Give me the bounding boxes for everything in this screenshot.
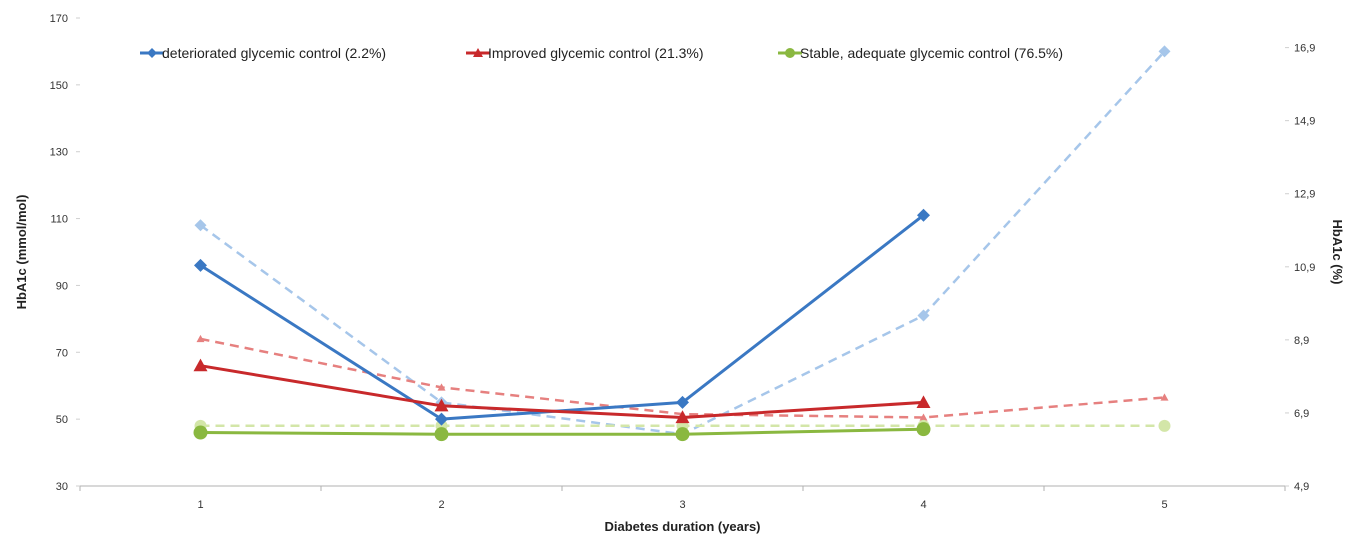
legend-item-2: Stable, adequate glycemic control (76.5%… (778, 45, 1063, 61)
legend-item-1: Improved glycemic control (21.3%) (466, 45, 704, 61)
solid-series-2 (193, 422, 931, 442)
data-point (193, 358, 208, 372)
legend: deteriorated glycemic control (2.2%) Impr… (140, 45, 1063, 61)
y2-tick-label: 16,9 (1294, 43, 1315, 55)
y-tick-label: 110 (50, 214, 68, 226)
x-tick-label: 1 (197, 499, 203, 511)
data-point (434, 398, 449, 412)
data-point (675, 427, 690, 442)
y-tick-label: 50 (56, 414, 68, 426)
solid-series-layer (193, 208, 931, 442)
legend-swatch-marker (473, 48, 483, 57)
data-point (675, 410, 690, 424)
y-tick-label: 70 (56, 347, 68, 359)
data-point (196, 334, 205, 343)
x-tick-label: 5 (1161, 499, 1167, 511)
legend-label: Stable, adequate glycemic control (76.5%… (800, 45, 1063, 61)
y-tick-label: 90 (56, 280, 68, 292)
data-point (917, 309, 930, 322)
solid-series-1 (193, 358, 931, 424)
x-axis-title: Diabetes duration (years) (604, 519, 760, 534)
legend-swatch-marker (147, 48, 157, 58)
dashed-series-3 (194, 45, 1171, 441)
data-point (1160, 393, 1169, 401)
y2-tick-label: 14,9 (1294, 116, 1315, 128)
legend-item-0: deteriorated glycemic control (2.2%) (140, 45, 386, 61)
series-line (199, 50, 1166, 436)
y-axis-title: HbA1c (mmol/mol) (14, 195, 29, 310)
data-point (1158, 419, 1171, 432)
x-tick-label: 3 (679, 499, 685, 511)
y2-tick-label: 12,9 (1294, 189, 1315, 201)
legend-swatch-marker (785, 48, 795, 58)
series-line (199, 214, 925, 421)
x-tick-label: 2 (438, 499, 444, 511)
data-point (434, 427, 449, 442)
y2-tick-label: 8,9 (1294, 335, 1309, 347)
series-line (200, 364, 924, 419)
data-point (676, 395, 689, 409)
axes: 1 2 3 4 5 30 50 70 90 110 130 150 170 4,9 6,9 8,9 10,9 12… (50, 13, 1316, 511)
y-tick-label: 130 (50, 147, 68, 159)
data-point (437, 383, 446, 391)
data-point (1158, 45, 1171, 58)
data-point (919, 413, 928, 421)
x-tick-label: 4 (920, 499, 926, 511)
y2-axis-title: HbA1c (%) (1330, 219, 1345, 284)
legend-label: deteriorated glycemic control (2.2%) (162, 45, 386, 61)
data-point (194, 219, 207, 232)
data-point (917, 208, 930, 222)
y-tick-label: 30 (56, 481, 68, 493)
data-point (193, 425, 208, 440)
data-point (435, 412, 448, 426)
data-point (916, 395, 931, 409)
data-point (916, 422, 931, 437)
y2-tick-label: 10,9 (1294, 262, 1315, 274)
y2-tick-label: 6,9 (1294, 408, 1309, 420)
y-tick-label: 170 (50, 13, 68, 25)
legend-label: Improved glycemic control (21.3%) (488, 45, 704, 61)
data-point (194, 258, 207, 272)
dashed-series-layer (194, 45, 1171, 441)
y-tick-label: 150 (50, 80, 68, 92)
series-line (200, 427, 924, 436)
solid-series-0 (194, 208, 930, 426)
y2-tick-label: 4,9 (1294, 481, 1309, 493)
